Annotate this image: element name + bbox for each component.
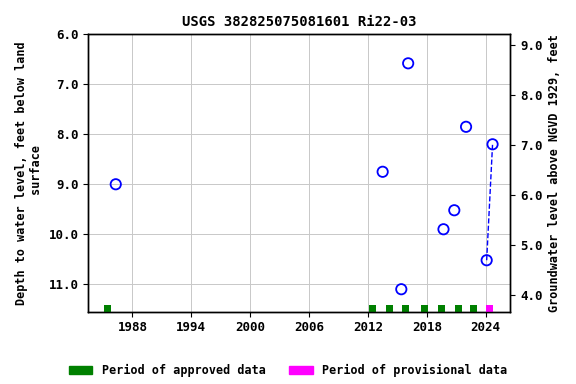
Bar: [386, 305, 393, 312]
Bar: [486, 305, 493, 312]
Point: [439, 226, 448, 232]
Bar: [471, 305, 478, 312]
Point: [111, 181, 120, 187]
Bar: [402, 305, 408, 312]
Point: [482, 257, 491, 263]
Bar: [369, 305, 376, 312]
Y-axis label: Groundwater level above NGVD 1929, feet: Groundwater level above NGVD 1929, feet: [548, 34, 561, 312]
Bar: [422, 305, 429, 312]
Bar: [104, 305, 111, 312]
Y-axis label: Depth to water level, feet below land
 surface: Depth to water level, feet below land su…: [15, 41, 43, 305]
Point: [404, 60, 413, 66]
Point: [488, 141, 497, 147]
Point: [397, 286, 406, 292]
Bar: [438, 305, 445, 312]
Point: [461, 124, 471, 130]
Point: [378, 169, 387, 175]
Title: USGS 382825075081601 Ri22-03: USGS 382825075081601 Ri22-03: [182, 15, 416, 29]
Point: [450, 207, 459, 214]
Legend: Period of approved data, Period of provisional data: Period of approved data, Period of provi…: [64, 359, 512, 382]
Bar: [455, 305, 461, 312]
